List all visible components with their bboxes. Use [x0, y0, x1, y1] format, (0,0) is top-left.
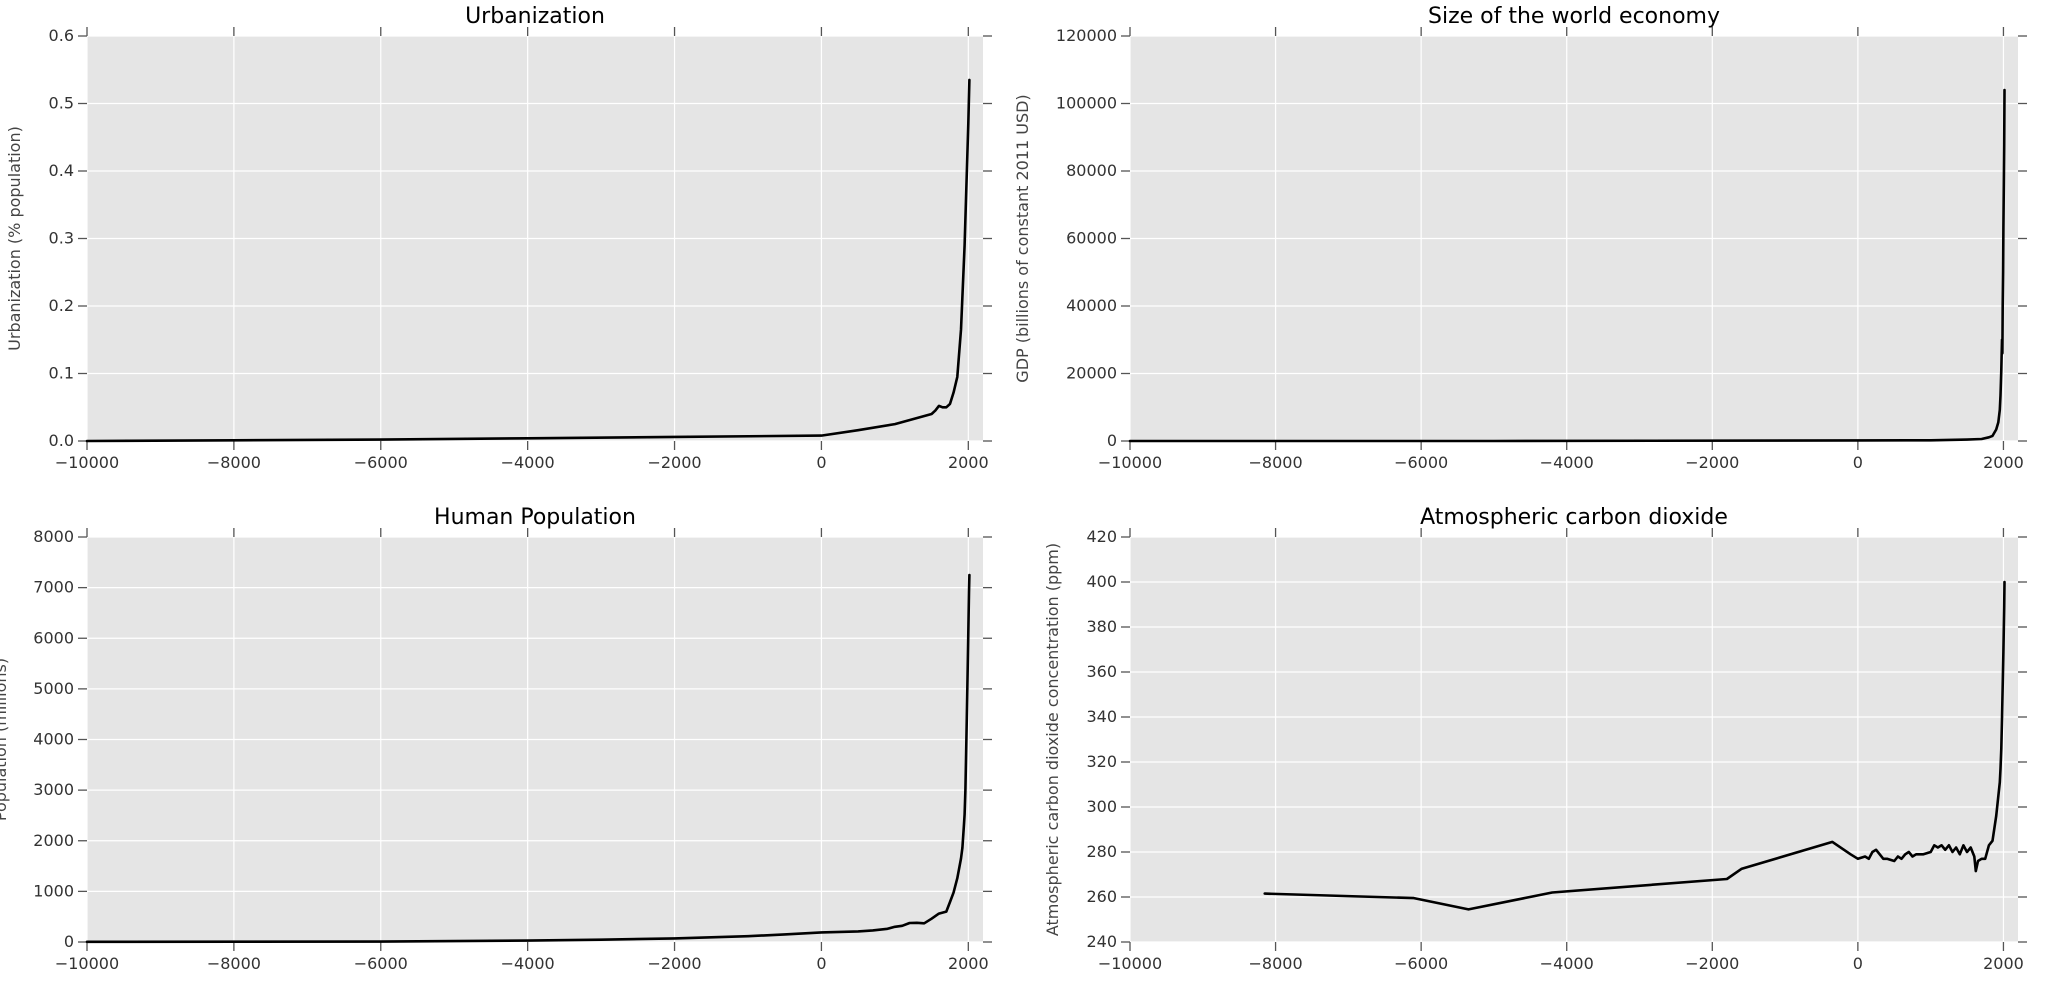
- x-tick-label: −6000: [354, 453, 408, 472]
- x-tick-label: 2000: [948, 954, 989, 973]
- chart-title: Atmospheric carbon dioxide: [1420, 505, 1728, 530]
- y-tick-label: 240: [1086, 932, 1117, 951]
- y-tick-label: 0.0: [49, 431, 74, 450]
- y-tick-label: 3000: [33, 780, 74, 799]
- chart-title: Urbanization: [465, 4, 605, 29]
- y-tick-label: 360: [1086, 662, 1117, 681]
- x-tick-label: −10000: [1098, 453, 1162, 472]
- x-tick-label: −8000: [207, 954, 261, 973]
- y-tick-label: 0.2: [49, 296, 74, 315]
- y-axis-label: Urbanization (% population): [5, 126, 24, 351]
- y-tick-label: 6000: [33, 628, 74, 647]
- series-line: [85, 573, 971, 944]
- x-tick-label: 2000: [1983, 453, 2024, 472]
- y-tick-label: 8000: [33, 527, 74, 546]
- chart-title: Human Population: [434, 505, 636, 530]
- y-tick-label: 0.5: [49, 94, 74, 113]
- x-tick-label: −4000: [1540, 453, 1594, 472]
- x-tick-label: −8000: [1249, 954, 1303, 973]
- y-axis-label: Population (millions): [0, 658, 10, 821]
- x-tick-label: −8000: [207, 453, 261, 472]
- x-tick-label: 0: [816, 954, 826, 973]
- x-tick-label: −6000: [354, 954, 408, 973]
- y-tick-label: 7000: [33, 578, 74, 597]
- x-tick-label: −10000: [55, 954, 119, 973]
- x-tick-label: −2000: [647, 954, 701, 973]
- x-tick-label: 2000: [1983, 954, 2024, 973]
- x-tick-label: −4000: [501, 954, 555, 973]
- x-tick-label: −8000: [1249, 453, 1303, 472]
- y-tick-label: 300: [1086, 797, 1117, 816]
- y-axis-label: GDP (billions of constant 2011 USD): [1013, 94, 1032, 382]
- x-tick-label: −2000: [647, 453, 701, 472]
- y-tick-label: 0.4: [49, 161, 74, 180]
- x-tick-label: −6000: [1394, 453, 1448, 472]
- chart-title: Size of the world economy: [1428, 4, 1720, 29]
- x-tick-label: 0: [1853, 954, 1863, 973]
- chart-panel-2: −10000 −8000 −6000 −4000 −2000 0 2000020000400…: [1013, 4, 2027, 472]
- chart-panel-3: −10000 −8000 −6000 −4000 −2000 0 2000 0 1000 2000…: [0, 505, 992, 973]
- x-tick-label: 2000: [948, 453, 989, 472]
- x-tick-label: 0: [816, 453, 826, 472]
- y-tick-label: 60000: [1066, 229, 1117, 248]
- y-tick-label: 0.6: [49, 26, 74, 45]
- x-tick-label: −10000: [55, 453, 119, 472]
- y-tick-label: 400: [1086, 572, 1117, 591]
- x-tick-label: −2000: [1685, 954, 1739, 973]
- chart-panel-1: −10000 −8000 −6000 −4000 −2000 0 2000 0.0 0.1 0.2…: [5, 4, 992, 472]
- y-tick-label: 340: [1086, 707, 1117, 726]
- y-tick-label: 100000: [1056, 94, 1117, 113]
- y-tick-label: 2000: [33, 831, 74, 850]
- y-axis-label: Atmospheric carbon dioxide concentration…: [1043, 543, 1062, 936]
- y-tick-label: 260: [1086, 887, 1117, 906]
- y-tick-label: 280: [1086, 842, 1117, 861]
- series-line: [1128, 88, 2006, 443]
- y-tick-label: 120000: [1056, 26, 1117, 45]
- y-tick-label: 4000: [33, 730, 74, 749]
- series-line: [1263, 580, 2006, 911]
- x-tick-label: −4000: [1540, 954, 1594, 973]
- plot-area: [1130, 537, 2018, 942]
- y-tick-label: 40000: [1066, 296, 1117, 315]
- y-tick-label: 1000: [33, 881, 74, 900]
- x-tick-label: −10000: [1098, 954, 1162, 973]
- y-tick-label: 0.1: [49, 364, 74, 383]
- x-tick-label: 0: [1853, 453, 1863, 472]
- x-tick-label: −2000: [1685, 453, 1739, 472]
- y-tick-label: 380: [1086, 617, 1117, 636]
- y-tick-label: 420: [1086, 527, 1117, 546]
- y-tick-label: 320: [1086, 752, 1117, 771]
- y-tick-label: 20000: [1066, 364, 1117, 383]
- x-tick-label: −6000: [1394, 954, 1448, 973]
- y-tick-label: 80000: [1066, 161, 1117, 180]
- y-tick-label: 0: [64, 932, 74, 951]
- x-tick-label: −4000: [501, 453, 555, 472]
- y-tick-label: 5000: [33, 679, 74, 698]
- chart-panel-4: −10000 −8000 −6000 −4000 −2000 0 2000 240 260 280…: [1043, 505, 2027, 973]
- y-tick-label: 0.3: [49, 229, 74, 248]
- y-tick-label: 0: [1107, 431, 1117, 450]
- series-line: [85, 78, 971, 443]
